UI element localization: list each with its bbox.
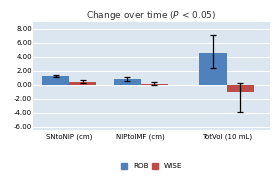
- Bar: [227, 85, 254, 92]
- Bar: [200, 52, 227, 85]
- Bar: [141, 83, 168, 85]
- Bar: [69, 82, 96, 85]
- Bar: [113, 79, 141, 85]
- Title: Change over time ($\mathit{P}$ < 0.05): Change over time ($\mathit{P}$ < 0.05): [86, 9, 217, 22]
- Bar: [42, 76, 69, 85]
- Legend: ROB, WISE: ROB, WISE: [118, 160, 185, 172]
